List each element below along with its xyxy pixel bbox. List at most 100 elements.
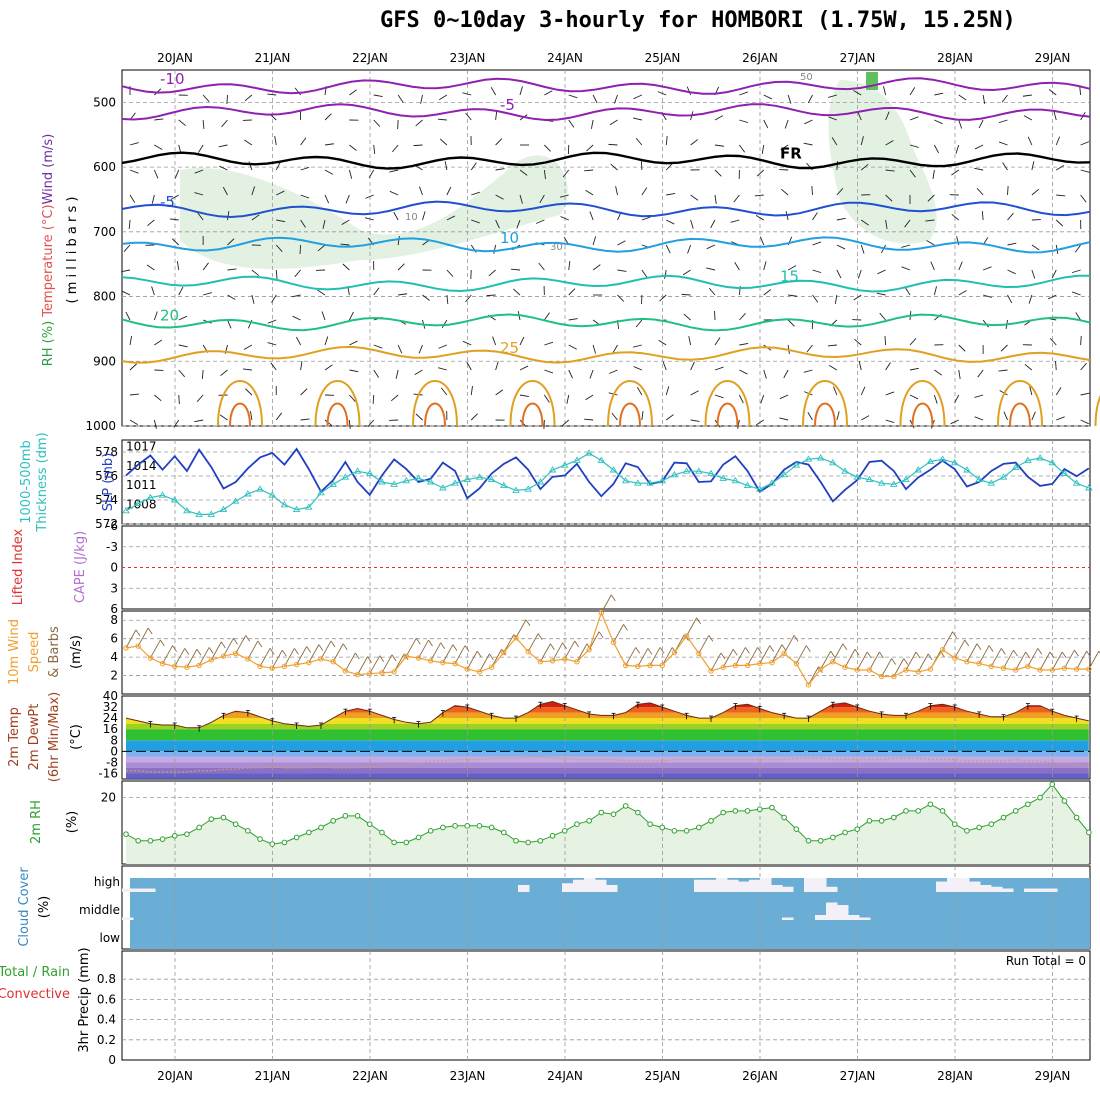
- wind-ylabel: & Barbs: [47, 626, 62, 678]
- rh-point: [464, 823, 471, 829]
- wind-barb: [154, 394, 162, 402]
- wind-barb: [510, 268, 521, 271]
- thickness-point: [353, 467, 362, 474]
- thickness-point: [816, 454, 825, 461]
- wind-barb-flag: [1000, 648, 1006, 655]
- wind-barb-flag: [684, 634, 689, 641]
- wind-barb: [153, 311, 158, 321]
- rh-point: [476, 823, 483, 829]
- wind-barb: [934, 119, 943, 125]
- wind-barb: [466, 361, 472, 371]
- wind-barb: [196, 394, 204, 402]
- wind-barb: [221, 119, 228, 128]
- wind-barb: [226, 94, 228, 105]
- wind-barb: [1031, 188, 1040, 196]
- wind-speed-point: [842, 664, 848, 670]
- wind-barb: [1007, 185, 1009, 196]
- wind-barb-flag: [160, 639, 165, 647]
- thickness-point: [573, 456, 581, 463]
- wind-barb-flag: [220, 641, 226, 649]
- day-label-bottom: 27JAN: [840, 1069, 876, 1083]
- wind-barb: [422, 294, 430, 301]
- rh-contour-label: 10: [405, 212, 418, 223]
- wind-barb: [129, 336, 133, 346]
- rh-point: [671, 828, 678, 834]
- wind-barb: [990, 648, 1002, 667]
- day-label-bottom: 23JAN: [450, 1069, 486, 1083]
- pressure-tick: 1000: [85, 419, 116, 433]
- thickness-ylabel: 1000-500mb: [19, 440, 34, 524]
- wind-barb: [682, 269, 691, 276]
- wind-barb-flag: [537, 633, 543, 640]
- wind-speed-point: [525, 648, 531, 655]
- wind-barb: [552, 642, 563, 662]
- wind-barb: [759, 645, 771, 664]
- wind-tick: 2: [110, 669, 118, 683]
- wind-speed-point: [635, 663, 641, 670]
- wind-barb: [576, 643, 588, 662]
- thickness-point: [256, 485, 264, 492]
- wind-speed-point: [1000, 665, 1007, 671]
- thermal-cell: [229, 402, 251, 427]
- cloud-cell-high: [771, 885, 783, 892]
- thickness-point: [536, 478, 545, 485]
- thickness-point: [1036, 454, 1044, 461]
- wind-barb: [267, 93, 277, 96]
- wind-barb: [787, 94, 792, 104]
- wind-barb: [885, 219, 888, 229]
- wind-barb: [170, 194, 179, 200]
- wind-barb: [470, 386, 473, 396]
- day-label-top: 20JAN: [157, 51, 193, 65]
- wind-barb: [854, 338, 862, 346]
- wind-barb: [267, 319, 277, 324]
- rh-point: [586, 818, 592, 824]
- wind-barb: [812, 269, 822, 274]
- wind-barb: [317, 244, 326, 252]
- thickness-tick: 578: [95, 445, 118, 459]
- day-label-bottom: 24JAN: [547, 1069, 583, 1083]
- wind-barb: [568, 261, 571, 271]
- day-label-top: 21JAN: [255, 51, 291, 65]
- rh-point: [561, 828, 568, 834]
- wind-barb: [755, 214, 764, 221]
- cloud-level-label: low: [100, 931, 121, 945]
- wind-barb: [659, 294, 667, 302]
- wind-barb: [251, 214, 260, 221]
- thickness-point: [475, 473, 484, 480]
- wind-barb: [146, 264, 155, 271]
- temp-tick: 0: [110, 744, 118, 758]
- wind-barb: [194, 169, 204, 174]
- temp-band: [126, 707, 1089, 713]
- wind-speed-point: [501, 649, 507, 656]
- wind-barb: [162, 645, 173, 664]
- rh-point: [147, 837, 154, 844]
- wind-speed-point: [513, 635, 519, 641]
- thickness-point: [914, 466, 922, 473]
- li-tick: -3: [106, 540, 118, 554]
- wind-barb: [1049, 338, 1057, 346]
- wind-barb: [227, 238, 235, 246]
- wind-barb: [635, 319, 643, 328]
- wind-barb: [137, 627, 149, 647]
- wind-barb: [974, 416, 984, 421]
- day-label-top: 22JAN: [352, 51, 388, 65]
- wind-barb: [795, 645, 807, 664]
- wind-barb-flag: [903, 658, 909, 665]
- wind-barb: [664, 269, 667, 279]
- wind-barb: [615, 186, 618, 196]
- wind-barb: [271, 294, 277, 303]
- rh-point: [744, 808, 751, 814]
- wind-barb: [1080, 392, 1090, 396]
- thickness-point: [804, 455, 813, 462]
- slp-tick: 1017: [126, 439, 157, 453]
- wind-barb: [245, 388, 253, 396]
- wind-barb: [609, 119, 618, 126]
- thermal-cell: [1094, 395, 1100, 427]
- wind-barb: [369, 655, 381, 674]
- wind-barb: [244, 94, 253, 102]
- wind-barb: [201, 369, 204, 380]
- day-label-top: 23JAN: [450, 51, 486, 65]
- wind-barb-flag: [1013, 649, 1018, 657]
- cloud-cell-high: [1002, 888, 1014, 892]
- wind-barb: [174, 648, 186, 667]
